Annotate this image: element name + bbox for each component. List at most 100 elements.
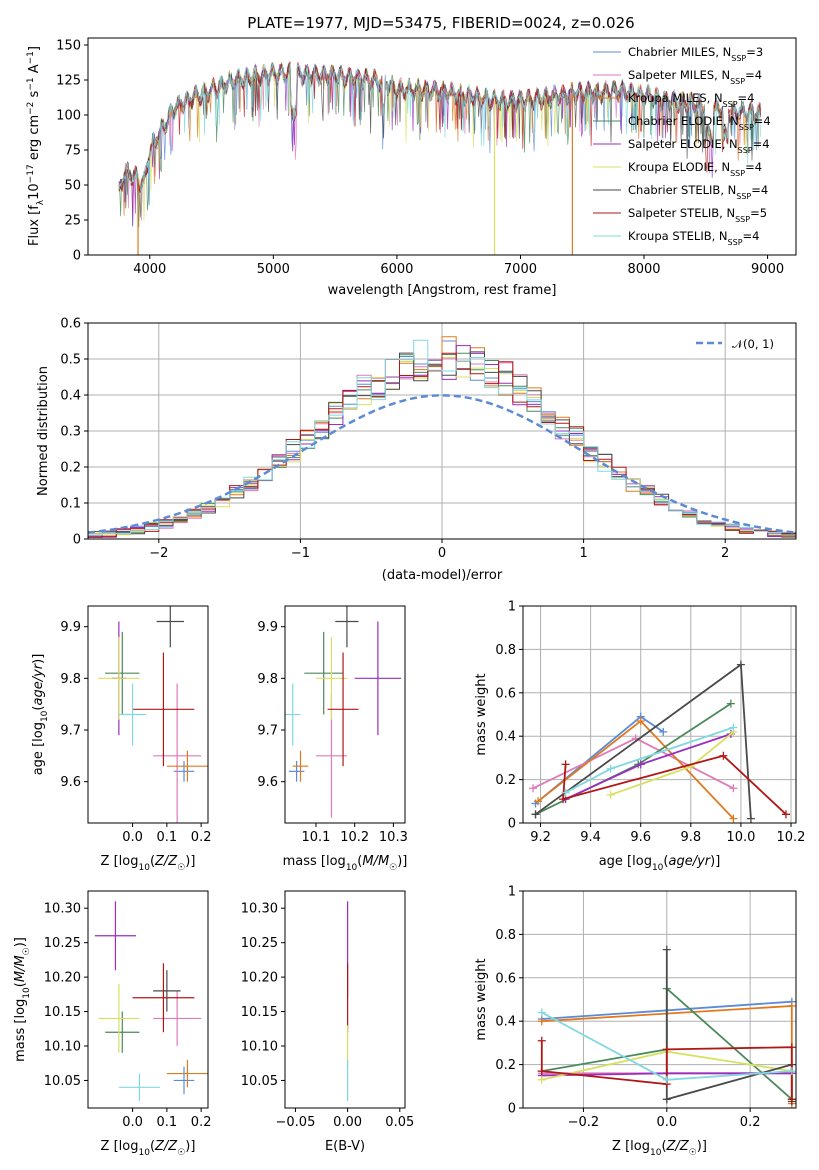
weight-marker-kroupa_stelib — [662, 1075, 671, 1084]
label-part: mass [log — [13, 999, 28, 1062]
weight-marker-salpeter_stelib — [787, 1095, 796, 1104]
legend-part: SSP — [735, 215, 750, 224]
panel-age_vs_mass: 10.1 10.2 10.3 9.6 9.7 9.8 9.9 mass [log10(M/M☉… — [257, 605, 408, 873]
weight-line-salpeter_stelib — [540, 1040, 793, 1100]
y-tick-label: 100 — [56, 109, 81, 124]
x-axis-label: Z [log10(Z/Z☉)] — [101, 854, 196, 873]
label-part: −1 — [26, 51, 36, 64]
x-tick-label: 5000 — [257, 262, 290, 277]
label-part: 10 — [650, 1148, 662, 1158]
label-part: ( — [31, 706, 46, 711]
label-part: ( — [150, 854, 155, 869]
x-tick-label: −0.05 — [276, 1115, 316, 1130]
panel-mass_vs_z: 0.0 0.1 0.2 10.05 10.10 10.15 10.20 10.25 10.30 Z… — [13, 890, 211, 1158]
y-tick-label: 10.30 — [241, 902, 278, 917]
x-tick-label: 10.3 — [379, 830, 408, 845]
legend-part: =5 — [750, 206, 767, 220]
legend-part: =4 — [745, 68, 762, 82]
y-tick-label: 10.25 — [241, 936, 278, 951]
label-part: ☉ — [177, 1148, 185, 1158]
plot-area — [94, 901, 208, 1102]
label-part: E(B-V) — [325, 1139, 365, 1154]
label-part: mass [log — [283, 854, 346, 869]
x-tick-label: 0.0 — [122, 830, 143, 845]
y-tick-label: 150 — [56, 39, 81, 54]
y-axis-label: mass weight — [474, 958, 489, 1040]
y-tick-label: 0.8 — [495, 928, 516, 943]
label-part: λ — [36, 199, 46, 205]
panel-spectrum: 4000 5000 6000 7000 8000 9000 0 25 50 75 100 125 150… — [26, 37, 797, 298]
weight-marker-salpeter_miles — [529, 784, 538, 793]
x-axis-label: (data-model)/error — [382, 568, 503, 583]
y-tick-label: 10.10 — [44, 1040, 81, 1055]
x-tick-label: 9000 — [751, 262, 784, 277]
legend-part: SSP — [730, 169, 745, 178]
legend-part: Salpeter STELIB, N — [628, 206, 735, 220]
y-tick-label: 9.8 — [257, 672, 278, 687]
label-part: age/yr — [31, 662, 46, 705]
weight-marker-chabrier_elodie — [726, 699, 735, 708]
y-tick-label: 125 — [56, 74, 81, 89]
label-part: Z/Z — [154, 1139, 178, 1154]
y-tick-label: 0.2 — [495, 1058, 516, 1073]
label-part: ] — [27, 46, 42, 51]
y-tick-label: 10.15 — [241, 1005, 278, 1020]
label-part: ☉ — [389, 863, 397, 873]
x-tick-label: 6000 — [380, 262, 413, 277]
x-tick-label: 0.1 — [157, 830, 178, 845]
axes-frame — [87, 605, 209, 824]
weight-marker-kroupa_miles — [537, 1017, 546, 1026]
legend-label-gaussian: 𝒩(0, 1) — [732, 337, 774, 351]
x-axis-label: Z [log10(Z/Z☉)] — [612, 1139, 707, 1158]
label-part: ☉ — [689, 1148, 697, 1158]
legend-label-chabrier_elodie: Chabrier ELODIE, NSSP=4 — [628, 114, 771, 132]
weight-marker-kroupa_miles — [729, 814, 738, 823]
x-tick-label: 8000 — [627, 262, 660, 277]
legend-label-chabrier_stelib: Chabrier STELIB, NSSP=4 — [628, 183, 768, 201]
weight-line-salpeter_stelib — [562, 754, 787, 815]
y-tick-label: 0.1 — [60, 497, 81, 512]
label-part: ( — [661, 1139, 666, 1154]
weight-marker-chabrier_stelib — [662, 945, 671, 954]
legend-part: SSP — [731, 54, 746, 63]
weight-marker-kroupa_elodie — [537, 1075, 546, 1084]
spectrum-line-kroupa_stelib — [118, 63, 762, 194]
y-tick-label: 10.20 — [44, 971, 81, 986]
axes-frame — [284, 605, 406, 824]
x-axis-label: wavelength [Angstrom, rest frame] — [328, 283, 557, 298]
plot-area — [523, 606, 796, 823]
x-tick-label: −2 — [149, 546, 168, 561]
weight-marker-kroupa_elodie — [606, 790, 615, 799]
legend-part: =4 — [745, 160, 762, 174]
weight-marker-chabrier_miles — [659, 727, 668, 736]
y-axis-label: Normed distribution — [36, 366, 51, 496]
label-part: )] — [397, 854, 407, 869]
legend-part: =4 — [753, 137, 770, 151]
y-tick-label: 0 — [73, 533, 81, 548]
plot-area — [285, 606, 402, 818]
label-part: 10 — [22, 987, 32, 999]
legend-part: Salpeter ELODIE, N — [628, 137, 738, 151]
y-tick-label: 10.10 — [241, 1040, 278, 1055]
x-tick-label: 9.6 — [630, 830, 651, 845]
y-axis-label: age [log10(age/yr)] — [31, 654, 50, 776]
label-part: Flux [f — [27, 205, 42, 246]
legend-part: SSP — [723, 100, 738, 109]
y-axis-label: Flux [fλ10−17 erg cm−2 s−1 A−1] — [26, 46, 46, 246]
y-tick-label: 9.7 — [257, 724, 278, 739]
y-tick-label: 0 — [508, 1102, 516, 1117]
legend-part: Kroupa ELODIE, N — [628, 160, 730, 174]
panel-mass_vs_ebv: −0.05 0.00 0.05 10.05 10.10 10.15 10.20 10.25 10… — [241, 890, 414, 1154]
legend-label-kroupa_stelib: Kroupa STELIB, NSSP=4 — [628, 229, 759, 247]
legend-part: SSP — [736, 192, 751, 201]
legend-part: Chabrier MILES, N — [628, 45, 731, 59]
label-part: )] — [185, 854, 195, 869]
weight-marker-salpeter_stelib — [537, 1067, 546, 1076]
label-part: 10 — [346, 863, 358, 873]
legend-label-kroupa_elodie: Kroupa ELODIE, NSSP=4 — [628, 160, 762, 178]
y-tick-label: 0.4 — [495, 1015, 516, 1030]
hist-kroupa_stelib — [88, 339, 796, 536]
x-tick-label: 9.4 — [580, 830, 601, 845]
y-tick-label: 10.20 — [241, 971, 278, 986]
y-tick-label: 9.9 — [257, 620, 278, 635]
